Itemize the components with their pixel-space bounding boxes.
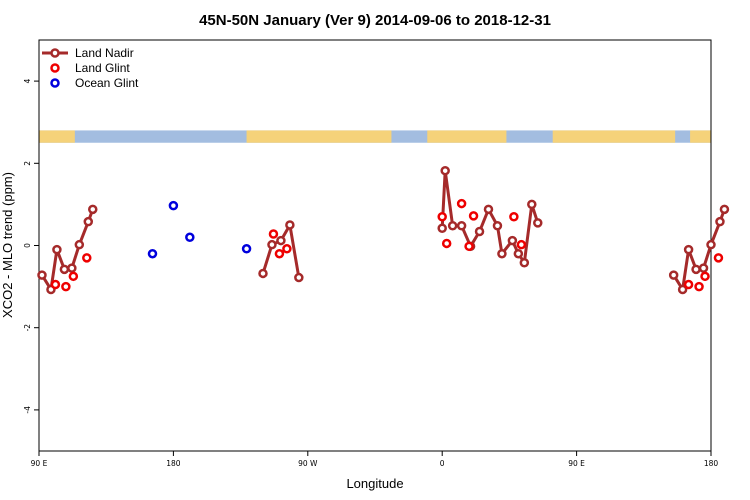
y-tick-label: 4 (23, 78, 32, 83)
data-point (37, 270, 47, 280)
data-point (533, 218, 543, 228)
data-point (468, 211, 479, 221)
y-tick-label: 0 (23, 243, 32, 248)
data-point (441, 238, 452, 249)
chart-title: 45N-50N January (Ver 9) 2014-09-06 to 20… (199, 12, 551, 29)
legend-label: Land Nadir (75, 46, 134, 60)
data-point (516, 239, 527, 250)
x-tick-label: 180 (704, 459, 719, 468)
x-tick-label: 90 E (568, 459, 585, 468)
plot-frame (38, 39, 712, 452)
y-tick-label: -4 (23, 406, 32, 414)
data-point (513, 248, 524, 259)
map-band-land-2 (427, 130, 507, 143)
data-point (474, 226, 485, 237)
data-point (698, 263, 709, 273)
data-point (683, 279, 694, 290)
y-axis-label: XCO2 - MLO trend (ppm) (0, 172, 15, 318)
data-point (82, 253, 92, 263)
data-point (282, 244, 292, 254)
data-point (258, 268, 268, 279)
map-band-land-3 (552, 130, 676, 143)
map-band (39, 130, 711, 143)
data-point (483, 204, 494, 215)
data-point (267, 239, 277, 250)
legend-item: Ocean Glint (50, 76, 139, 90)
plot-area: 90 E 180 90 W 0 90 E 180 -4 -2 0 2 4 (23, 39, 730, 468)
data-point (509, 211, 519, 222)
legend-label: Land Glint (75, 61, 130, 75)
data-point (683, 244, 694, 255)
data-point (74, 239, 85, 250)
data-point (713, 253, 724, 263)
data-point (68, 271, 79, 282)
data-point (440, 165, 450, 176)
data-point (715, 216, 725, 227)
data-point (59, 264, 70, 275)
legend-item: Land Nadir (42, 46, 134, 60)
data-point (497, 248, 507, 259)
data-point (519, 258, 530, 268)
data-point (700, 271, 710, 282)
data-point (691, 264, 701, 275)
data-point (285, 220, 295, 230)
data-point (67, 263, 77, 273)
map-band-land-0 (39, 130, 75, 143)
x-tick-label: 90 E (31, 459, 48, 468)
data-point (719, 204, 730, 215)
x-tick-label: 0 (440, 459, 445, 468)
data-point (437, 223, 447, 233)
data-point (447, 221, 458, 231)
data-point (464, 241, 474, 252)
data-point (61, 281, 71, 292)
data-point (677, 284, 688, 295)
data-point (147, 248, 158, 259)
series-land-glint (50, 198, 724, 292)
data-point (706, 239, 716, 250)
data-point (50, 279, 61, 290)
series-line (440, 169, 540, 265)
x-tick-label: 180 (166, 459, 181, 468)
map-band-land-4 (690, 130, 711, 143)
legend-marker (50, 78, 60, 88)
legend-marker (50, 63, 60, 73)
data-point (83, 216, 94, 227)
data-point (241, 244, 252, 254)
legend-label: Ocean Glint (75, 76, 139, 90)
data-point (668, 270, 679, 280)
series-ocean-glint (147, 200, 252, 259)
data-point (294, 272, 304, 283)
data-point (88, 204, 98, 215)
data-point (456, 198, 467, 209)
x-tick-label: 90 W (298, 459, 318, 468)
data-point (52, 244, 62, 255)
data-point (527, 199, 537, 210)
series-land-nadir (37, 165, 730, 295)
map-band-land-1 (246, 130, 392, 143)
data-point (185, 232, 195, 243)
legend-item: Land Glint (50, 61, 130, 75)
data-point (276, 235, 286, 246)
data-point (456, 221, 467, 231)
data-point (507, 235, 518, 246)
data-point (694, 281, 704, 292)
data-point (492, 221, 503, 231)
x-axis-label: Longitude (346, 476, 403, 491)
data-point (274, 248, 285, 259)
legend-marker (50, 48, 60, 58)
y-tick-label: -2 (23, 324, 32, 332)
y-tick-label: 2 (23, 161, 32, 166)
data-point (268, 229, 279, 239)
data-point (437, 211, 447, 222)
data-point (168, 200, 179, 211)
